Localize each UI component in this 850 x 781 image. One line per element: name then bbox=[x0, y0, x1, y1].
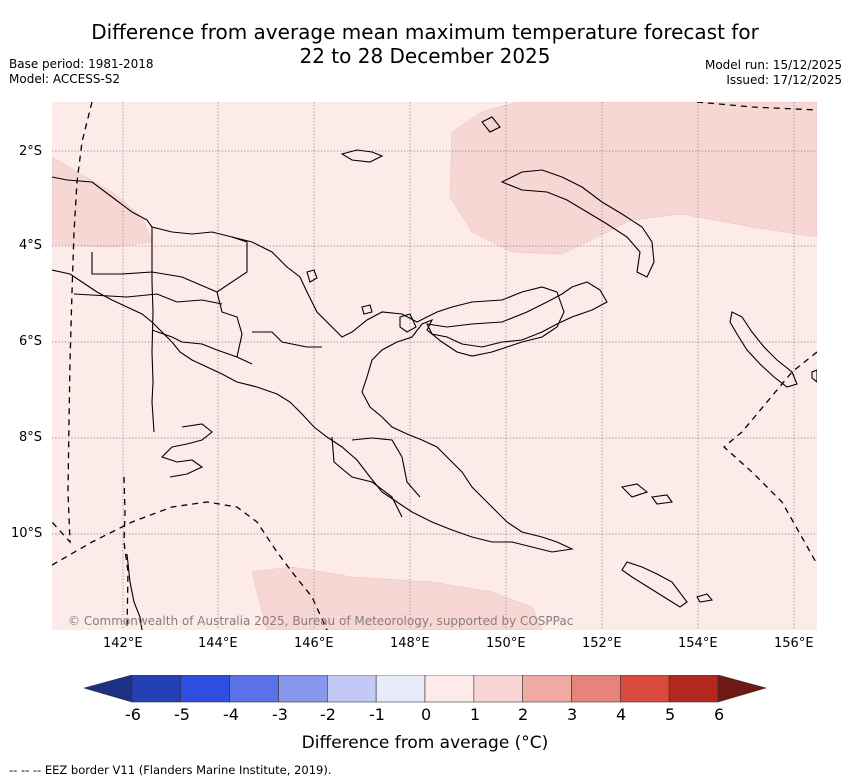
colorbar-cell bbox=[620, 675, 670, 703]
map-title: Difference from average mean maximum tem… bbox=[0, 20, 850, 68]
colorbar-tick: 6 bbox=[714, 705, 725, 724]
colorbar-cell bbox=[180, 675, 230, 703]
colorbar-tick: 2 bbox=[518, 705, 529, 724]
colorbar-cell bbox=[522, 675, 572, 703]
gridlines bbox=[52, 102, 817, 630]
colorbar-tick: -4 bbox=[223, 705, 239, 724]
colorbar-tick: -5 bbox=[174, 705, 190, 724]
colorbar-tick: -3 bbox=[272, 705, 288, 724]
colorbar-label: Difference from average (°C) bbox=[301, 733, 549, 753]
map-panel bbox=[52, 102, 817, 630]
anomaly-region-north bbox=[449, 102, 817, 255]
lat-label-10s: 10°S bbox=[11, 526, 43, 541]
lat-label-4s: 4°S bbox=[19, 238, 43, 253]
eez-borders bbox=[52, 102, 817, 630]
lon-label-146e: 146°E bbox=[294, 636, 334, 651]
colorbar-cells bbox=[131, 675, 719, 703]
meta-right: Model run: 15/12/2025 Issued: 17/12/2025 bbox=[705, 58, 842, 88]
title-line-2: 22 to 28 December 2025 bbox=[299, 44, 551, 68]
eez-footnote: -- -- -- EEZ border V11 (Flanders Marine… bbox=[9, 763, 332, 777]
lon-label-144e: 144°E bbox=[198, 636, 238, 651]
copyright-notice: © Commonwealth of Australia 2025, Bureau… bbox=[68, 614, 574, 628]
model-run: Model run: 15/12/2025 bbox=[704, 58, 842, 72]
lat-label-6s: 6°S bbox=[19, 334, 43, 349]
colorbar-tick: 3 bbox=[567, 705, 578, 724]
lon-label-156e: 156°E bbox=[774, 636, 814, 651]
meta-left: Base period: 1981-2018 Model: ACCESS-S2 bbox=[9, 57, 154, 87]
map-svg bbox=[52, 102, 817, 630]
lon-label-150e: 150°E bbox=[486, 636, 526, 651]
colorbar-cell bbox=[668, 675, 719, 703]
anomaly-region-south bbox=[251, 566, 543, 630]
colorbar-tick: -6 bbox=[125, 705, 141, 724]
colorbar-cell bbox=[424, 675, 475, 703]
lon-label-148e: 148°E bbox=[390, 636, 430, 651]
colorbar-cell bbox=[375, 675, 426, 703]
colorbar-tick: -1 bbox=[369, 705, 385, 724]
colorbar-extend-right bbox=[717, 675, 768, 703]
colorbar-cell bbox=[229, 675, 279, 703]
colorbar-tick: 4 bbox=[616, 705, 627, 724]
colorbar-cell bbox=[327, 675, 377, 703]
colorbar-cell bbox=[131, 675, 182, 703]
coastlines bbox=[52, 116, 817, 630]
model-name: Model: ACCESS-S2 bbox=[9, 72, 121, 86]
lon-label-152e: 152°E bbox=[582, 636, 622, 651]
lat-label-2s: 2°S bbox=[19, 144, 43, 159]
base-period: Base period: 1981-2018 bbox=[9, 57, 154, 71]
colorbar-tick: 0 bbox=[421, 705, 432, 724]
colorbar-cell bbox=[278, 675, 328, 703]
colorbar-extend-left bbox=[84, 675, 133, 703]
colorbar-cell bbox=[571, 675, 621, 703]
colorbar-cell bbox=[473, 675, 523, 703]
lon-label-154e: 154°E bbox=[678, 636, 718, 651]
lon-label-142e: 142°E bbox=[103, 636, 143, 651]
colorbar-tick: 1 bbox=[470, 705, 481, 724]
lat-label-8s: 8°S bbox=[19, 430, 43, 445]
title-line-1: Difference from average mean maximum tem… bbox=[91, 20, 759, 44]
colorbar bbox=[84, 675, 768, 703]
colorbar-tick: 5 bbox=[665, 705, 676, 724]
colorbar-tick: -2 bbox=[320, 705, 336, 724]
issued-date: Issued: 17/12/2025 bbox=[726, 73, 842, 87]
